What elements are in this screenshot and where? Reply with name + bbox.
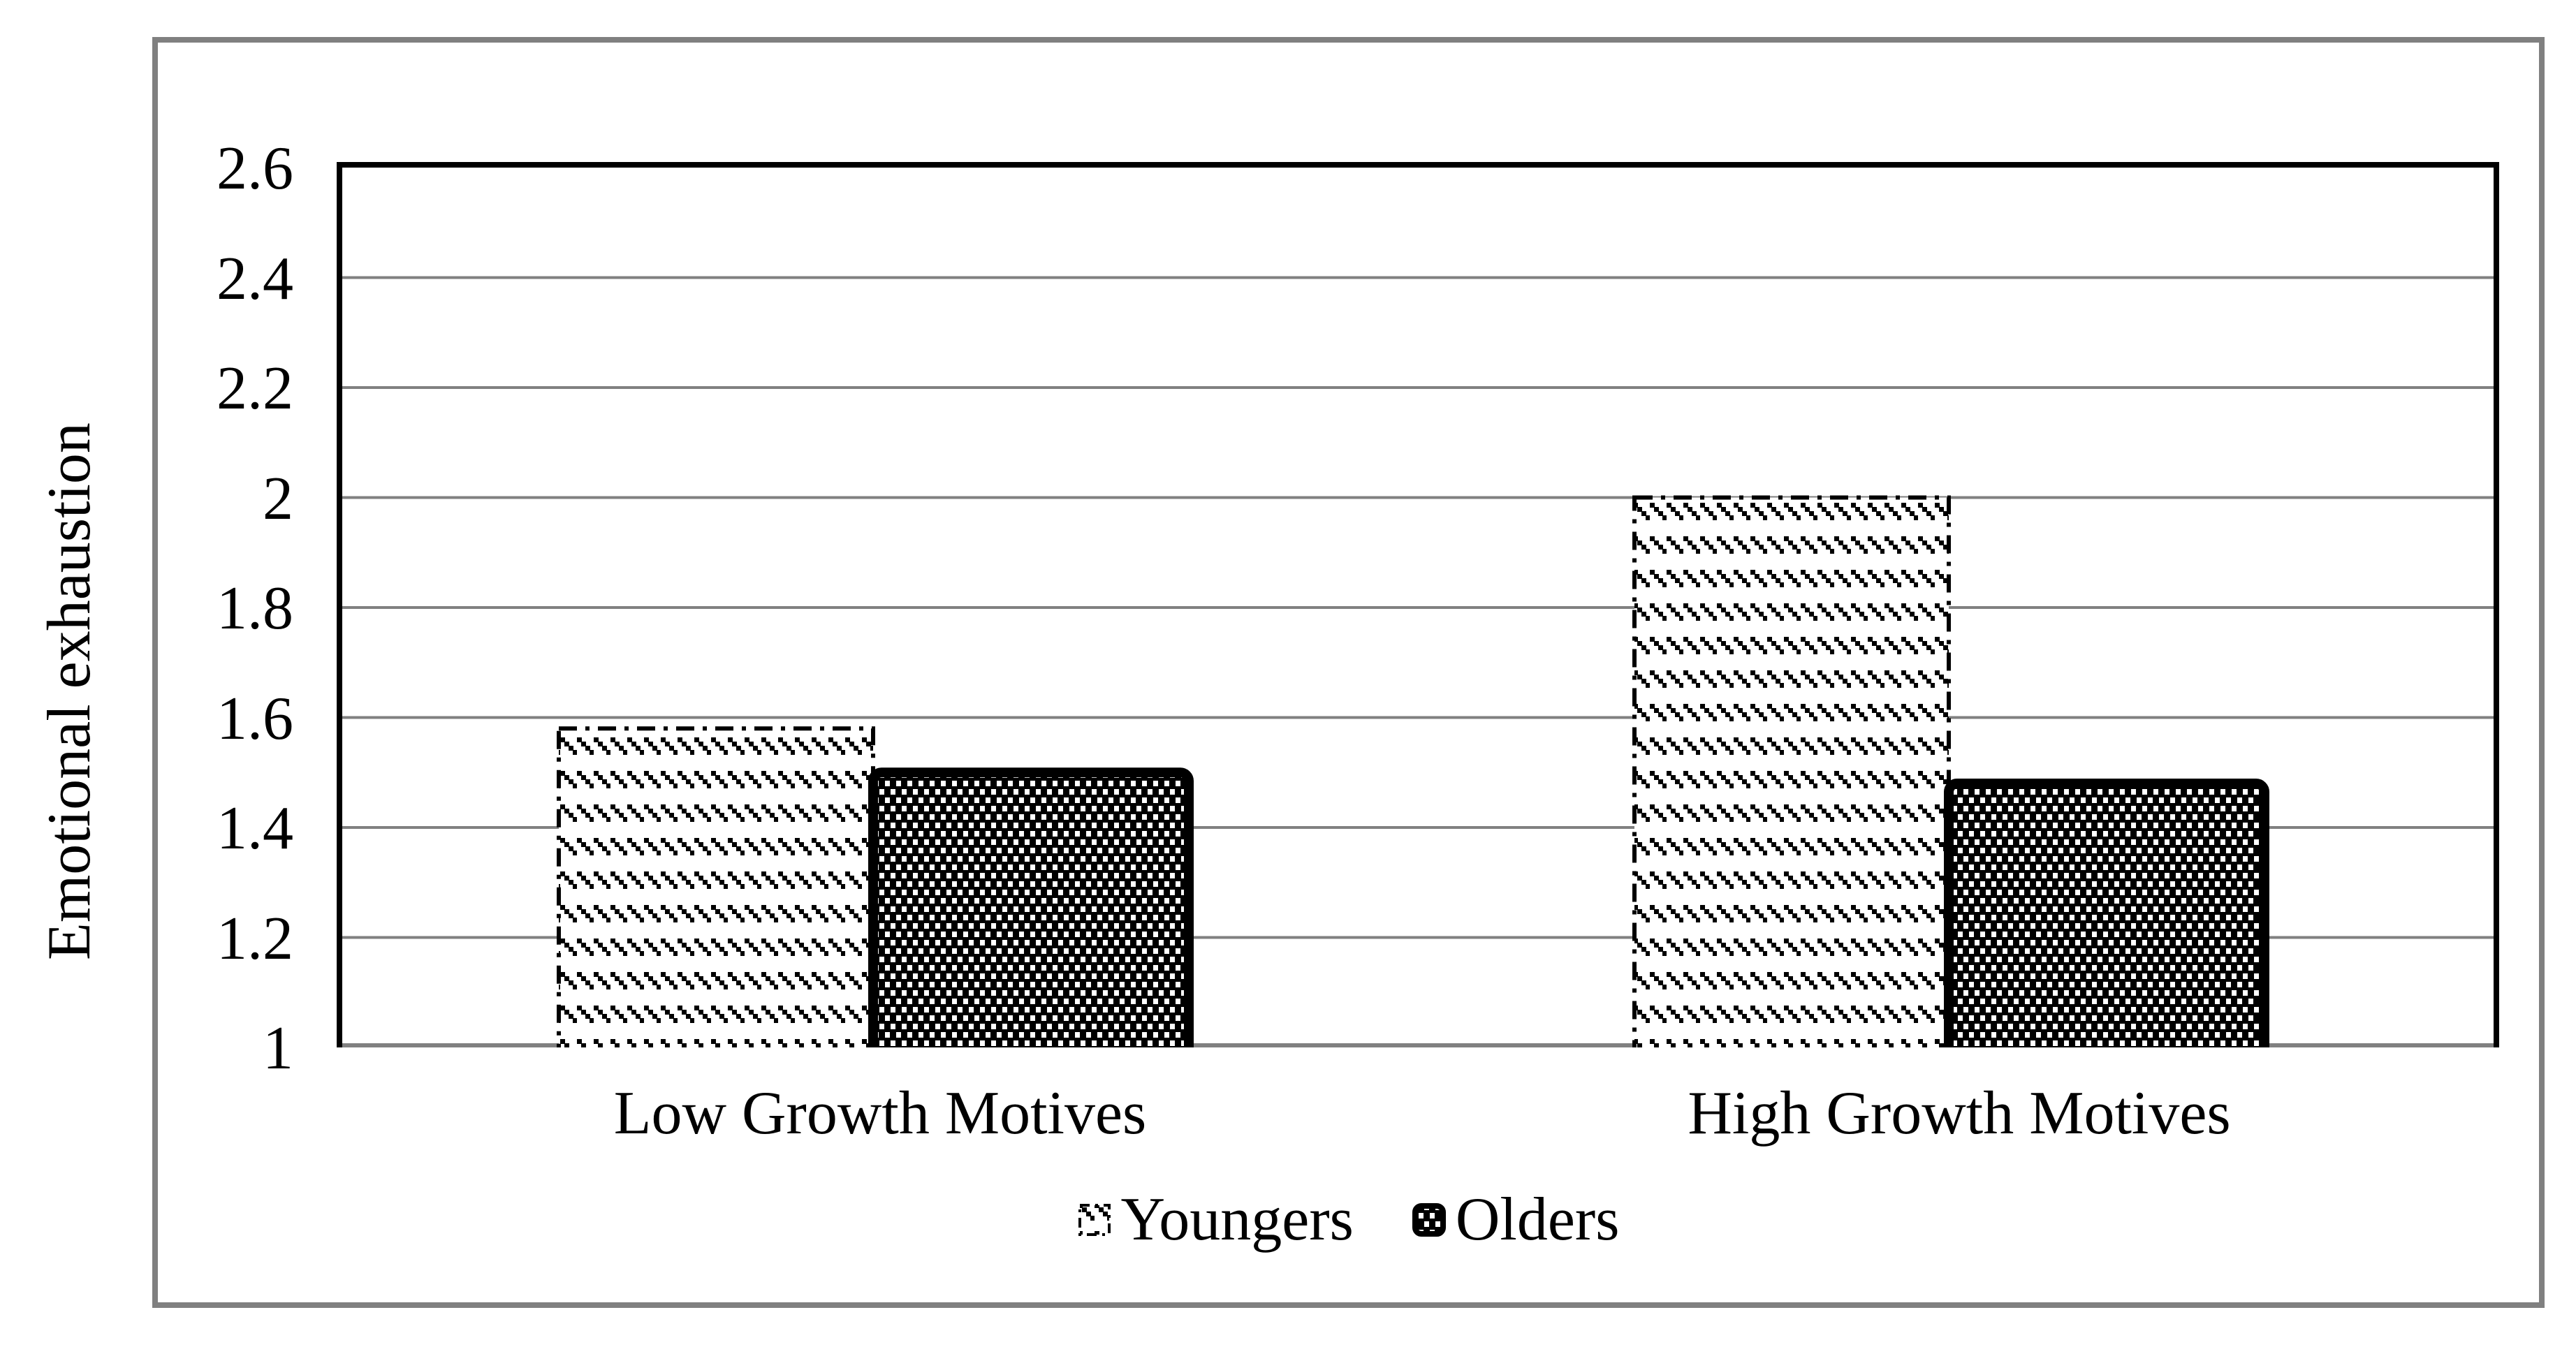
- bar-olders-high: [1944, 779, 2269, 1047]
- x-category-label-low: Low Growth Motives: [613, 1080, 1147, 1147]
- y-tick-label: 1.6: [217, 684, 293, 753]
- bars: [557, 495, 2269, 1047]
- x-category-label-high: High Growth Motives: [1688, 1080, 2231, 1147]
- legend-swatch-olders-icon: [1412, 1203, 1446, 1237]
- legend-item-olders: Olders: [1412, 1186, 1620, 1253]
- plot-svg: [342, 276, 2494, 1047]
- y-tick-label: 2.2: [217, 355, 293, 422]
- y-tick-label: 1: [263, 1015, 293, 1082]
- legend-item-youngers: Youngers: [1078, 1189, 1354, 1251]
- legend-swatch-youngers-icon: [1078, 1204, 1111, 1236]
- bar-youngers-high: [1632, 495, 1951, 1047]
- y-tick-label: 2.6: [217, 135, 293, 203]
- y-tick-label: 2.4: [217, 244, 293, 313]
- bar-olders-low: [868, 767, 1194, 1047]
- y-tick-label: 1.4: [217, 795, 293, 862]
- y-tick-label: 1.2: [217, 904, 293, 973]
- bar-youngers-low: [557, 726, 875, 1047]
- legend: Youngers Olders: [152, 1189, 2545, 1251]
- y-tick-label: 1.8: [217, 575, 293, 642]
- plot-area: [337, 162, 2499, 1047]
- y-tick-label: 2: [263, 464, 293, 533]
- legend-label-olders: Olders: [1455, 1186, 1620, 1253]
- legend-label-youngers: Youngers: [1120, 1186, 1354, 1253]
